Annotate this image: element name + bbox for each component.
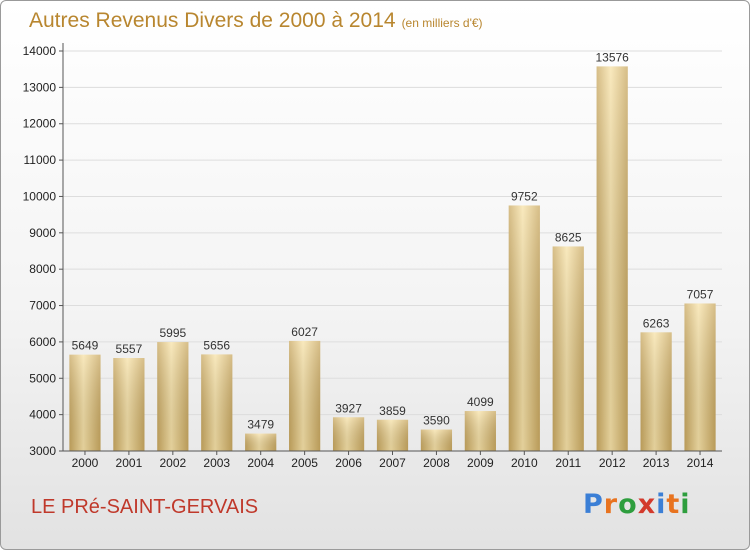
- y-tick-label: 12000: [23, 117, 57, 131]
- bar-shade: [464, 411, 496, 451]
- bar-shade: [69, 354, 101, 451]
- bar-shade: [420, 429, 453, 451]
- bar-shade: [332, 417, 365, 451]
- x-tick-label: 2005: [291, 456, 318, 470]
- x-tick-label: 2011: [555, 456, 581, 470]
- bar-shade: [552, 246, 584, 451]
- y-tick-label: 3000: [29, 444, 56, 458]
- logo-letter: i: [656, 489, 667, 520]
- y-tick-label: 5000: [29, 371, 56, 385]
- logo-letter: t: [666, 489, 681, 520]
- y-tick-label: 7000: [29, 299, 56, 313]
- bar-shade: [201, 354, 233, 451]
- bar-shade: [157, 342, 189, 451]
- bar-shade: [508, 205, 540, 451]
- x-tick-label: 2004: [247, 456, 274, 470]
- data-label: 5557: [116, 342, 143, 356]
- data-label: 13576: [595, 50, 629, 64]
- chart-unit: (en milliers d'€): [401, 16, 483, 30]
- x-tick-label: 2000: [72, 456, 99, 470]
- x-tick-label: 2010: [511, 456, 538, 470]
- bar-shade: [245, 433, 277, 451]
- logo-letter: P: [583, 489, 604, 520]
- y-tick-label: 6000: [29, 335, 56, 349]
- x-tick-label: 2006: [335, 456, 362, 470]
- data-label: 3479: [247, 418, 274, 432]
- axes: 3000 4000 5000 6000 7000 8000 9000 10000 11000 12…: [23, 43, 722, 470]
- y-tick-label: 9000: [29, 226, 56, 240]
- commune-name: LE PRé-SAINT-GERVAIS: [31, 496, 259, 518]
- y-tick-label: 4000: [29, 408, 56, 422]
- x-tick-label: 2008: [423, 456, 450, 470]
- x-tick-label: 2014: [687, 456, 714, 470]
- data-label: 3859: [379, 404, 406, 418]
- y-tick-label: 8000: [29, 262, 56, 276]
- data-label: 8625: [555, 230, 582, 244]
- chart-title-text: Autres Revenus Divers de 2000 à 2014: [29, 9, 396, 32]
- bar-shade: [684, 303, 716, 451]
- x-tick-label: 2001: [116, 456, 143, 470]
- chart-title: Autres Revenus Divers de 2000 à 2014 (en …: [29, 9, 483, 33]
- y-tick-label: 13000: [23, 80, 57, 94]
- bar-shade: [113, 358, 145, 451]
- bar-shade: [640, 332, 672, 451]
- bars: 5649 5557 5995 5656 3479 6027 3927 3859 3590 4099…: [69, 50, 716, 451]
- data-label: 5649: [72, 339, 99, 353]
- y-tick-label: 14000: [23, 44, 57, 58]
- data-label: 9752: [511, 189, 538, 203]
- data-label: 3927: [335, 401, 362, 415]
- bar-shade: [596, 66, 628, 451]
- data-label: 7057: [687, 287, 714, 301]
- data-label: 5656: [203, 338, 230, 352]
- data-label: 5995: [159, 326, 186, 340]
- y-tick-label: 11000: [24, 153, 57, 167]
- x-tick-label: 2002: [159, 456, 186, 470]
- data-label: 6263: [643, 316, 670, 330]
- x-tick-label: 2003: [203, 456, 230, 470]
- data-label: 6027: [291, 325, 318, 339]
- data-label: 3590: [423, 414, 450, 428]
- logo-letter: x: [637, 489, 657, 520]
- data-label: 4099: [467, 395, 494, 409]
- logo-letter: i: [680, 489, 691, 520]
- x-tick-label: 2012: [599, 456, 626, 470]
- x-tick-label: 2009: [467, 456, 494, 470]
- logo-letter: o: [618, 489, 638, 520]
- bar-shade: [376, 419, 409, 451]
- bar-shade: [289, 340, 321, 451]
- x-tick-label: 2007: [379, 456, 406, 470]
- x-tick-label: 2013: [643, 456, 670, 470]
- logo-letter: r: [603, 489, 619, 520]
- proxiti-logo: Proxiti: [583, 489, 691, 520]
- y-tick-label: 10000: [23, 189, 57, 203]
